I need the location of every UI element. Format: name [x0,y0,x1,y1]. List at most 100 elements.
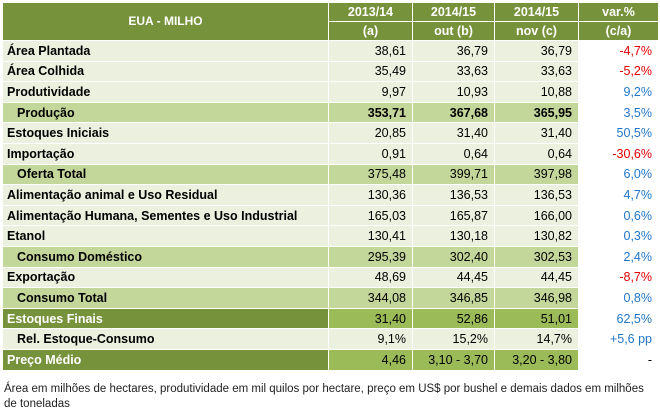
cell-change: 62,5% [578,307,659,330]
cell-b: 367,68 [412,101,495,124]
cell-b: 136,53 [412,184,495,206]
cell-c: 14,7% [494,328,579,350]
cell-c: 44,45 [494,266,579,289]
cell-c: 10,88 [494,81,579,103]
cell-b: 346,85 [412,287,495,309]
cell-b: 302,40 [412,245,495,268]
cell-change: 9,2% [578,81,659,103]
cell-c: 365,95 [494,101,579,124]
cell-b: 15,2% [412,328,495,350]
header-row-2: (a) out (b) nov (c) (c/a) [3,21,659,41]
cell-b: 3,10 - 3,70 [412,348,495,371]
cell-change: -4,7% [578,40,659,62]
cell-change: - [578,348,659,371]
cell-a: 31,40 [328,307,413,330]
table-row: Oferta Total 375,48 399,71 397,98 6,0% [2,163,659,186]
cell-a: 48,69 [328,266,413,289]
table-title: EUA - MILHO [2,2,329,41]
cell-change: -8,7% [578,266,659,289]
cell-c: 31,40 [494,122,579,144]
column-header-a-year: 2013/14 [328,2,413,22]
cell-a: 375,48 [328,163,413,186]
row-label: Produção [2,101,329,124]
table-row: Estoques Finais 31,40 52,86 51,01 62,5% [2,307,659,330]
cell-change: 2,4% [578,245,659,268]
cell-c: 166,00 [494,204,579,227]
row-label: Produtividade [2,81,329,103]
corn-balance-table: EUA - MILHO 2013/14 2014/15 2014/15 var.… [2,2,659,371]
table-row: Estoques Iniciais 20,85 31,40 31,40 50,5% [2,122,659,144]
column-header-change: var.% [578,2,659,22]
cell-b: 52,86 [412,307,495,330]
cell-c: 0,64 [494,142,579,165]
cell-c: 346,98 [494,287,579,309]
cell-a: 344,08 [328,287,413,309]
row-label: Área Plantada [2,40,329,62]
cell-change: 50,5% [578,122,659,144]
row-label: Estoques Iniciais [2,122,329,144]
column-header-c-label: nov (c) [494,21,579,41]
row-label: Consumo Doméstico [2,245,329,268]
column-header-a-label: (a) [328,21,413,41]
row-label: Alimentação animal e Uso Residual [2,184,329,206]
cell-c: 36,79 [494,40,579,62]
cell-a: 35,49 [328,60,413,83]
cell-change: 6,0% [578,163,659,186]
cell-b: 0,64 [412,142,495,165]
table-row: Preço Médio 4,46 3,10 - 3,70 3,20 - 3,80- [2,348,659,371]
cell-b: 10,93 [412,81,495,103]
cell-change: -30,6% [578,142,659,165]
row-label: Etanol [2,225,329,247]
cell-a: 0,91 [328,142,413,165]
table-row: Produtividade 9,97 10,93 10,88 9,2% [2,81,659,103]
cell-a: 295,39 [328,245,413,268]
row-label: Preço Médio [2,348,329,371]
cell-b: 44,45 [412,266,495,289]
cell-a: 38,61 [328,40,413,62]
cell-change: 3,5% [578,101,659,124]
cell-change: 4,7% [578,184,659,206]
cell-a: 130,36 [328,184,413,206]
footnote: Área em milhões de hectares, produtivida… [4,383,644,410]
cell-change: 0,3% [578,225,659,247]
cell-a: 4,46 [328,348,413,371]
cell-change: 0,6% [578,204,659,227]
cell-c: 130,82 [494,225,579,247]
cell-b: 36,79 [412,40,495,62]
cell-c: 136,53 [494,184,579,206]
row-label: Área Colhida [2,60,329,83]
cell-change: -5,2% [578,60,659,83]
cell-a: 9,1% [328,328,413,350]
cell-c: 3,20 - 3,80 [494,348,579,371]
row-label: Alimentação Humana, Sementes e Uso Indus… [2,204,329,227]
row-label: Consumo Total [2,287,329,309]
header-row-1: EUA - MILHO 2013/14 2014/15 2014/15 var.… [2,2,659,41]
row-label: Importação [2,142,329,165]
cell-change: 0,8% [578,287,659,309]
column-header-c-year: 2014/15 [494,2,579,22]
row-label: Rel. Estoque-Consumo [2,328,329,350]
cell-b: 165,87 [412,204,495,227]
cell-change: +5,6 pp [578,328,659,350]
column-header-b-label: out (b) [412,21,495,41]
cell-b: 33,63 [412,60,495,83]
column-header-change-formula: (c/a) [578,21,659,41]
cell-a: 9,97 [328,81,413,103]
cell-a: 353,71 [328,101,413,124]
table-row: Área Colhida 35,49 33,63 33,63 -5,2% [2,60,659,83]
table-row: Alimentação Humana, Sementes e Uso Indus… [2,204,659,227]
cell-b: 399,71 [412,163,495,186]
table-row: Produção 353,71 367,68 365,95 3,5% [2,101,659,124]
cell-a: 130,41 [328,225,413,247]
cell-c: 33,63 [494,60,579,83]
row-label: Oferta Total [2,163,329,186]
table-row: Área Plantada 38,61 36,79 36,79 -4,7% [2,40,659,62]
row-label: Estoques Finais [2,307,329,330]
table-row: Exportação 48,69 44,45 44,45 -8,7% [2,266,659,289]
table-row: Rel. Estoque-Consumo 9,1% 15,2% 14,7% +5,6 p… [2,328,659,350]
cell-c: 302,53 [494,245,579,268]
cell-c: 51,01 [494,307,579,330]
row-label: Exportação [2,266,329,289]
cell-c: 397,98 [494,163,579,186]
